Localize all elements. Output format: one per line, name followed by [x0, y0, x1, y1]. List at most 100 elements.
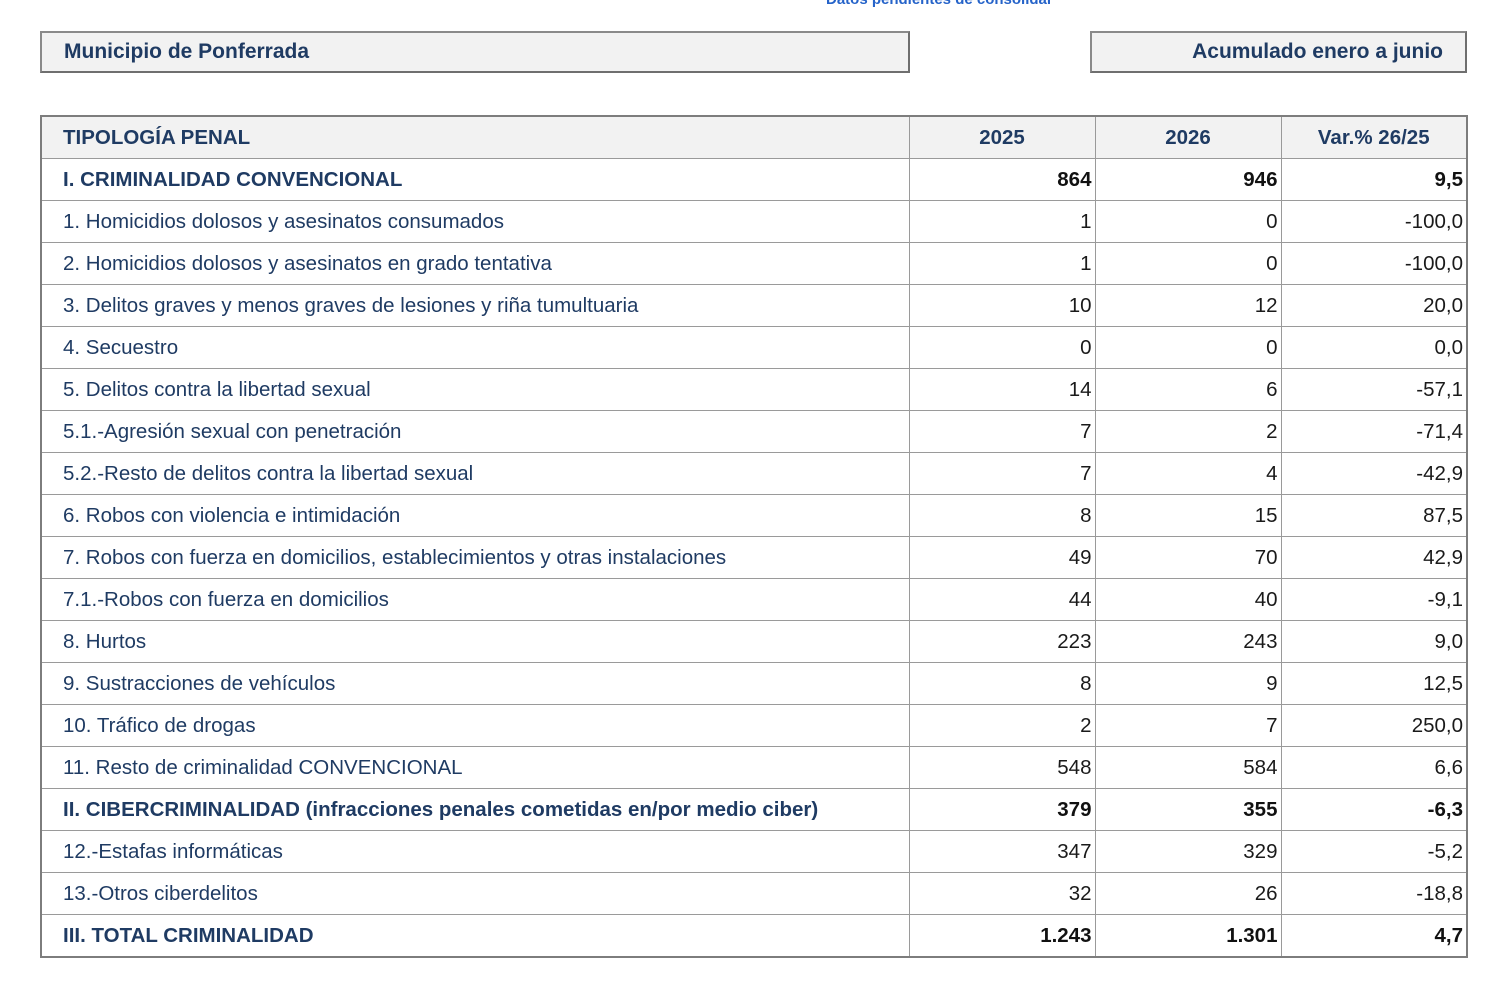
row-label: II. CIBERCRIMINALIDAD (infracciones pena…	[40, 788, 910, 831]
variation-value: -100,0	[1280, 242, 1468, 285]
header-row: TIPOLOGÍA PENAL 2025 2026 Var.% 26/25	[40, 115, 1468, 159]
variation-value: 9,5	[1280, 158, 1468, 201]
table-row: 11. Resto de criminalidad CONVENCIONAL 54…	[40, 746, 1468, 789]
period-title: Acumulado enero a junio	[1090, 31, 1467, 73]
row-label: 13.-Otros ciberdelitos	[40, 872, 910, 915]
table-row: 3. Delitos graves y menos graves de lesi…	[40, 284, 1468, 327]
row-label: 1. Homicidios dolosos y asesinatos consu…	[40, 200, 910, 243]
column-header-2025: 2025	[908, 115, 1096, 159]
value-2026: 26	[1094, 872, 1282, 915]
column-header-variation: Var.% 26/25	[1280, 115, 1468, 159]
row-label: III. TOTAL CRIMINALIDAD	[40, 914, 910, 958]
value-2026: 9	[1094, 662, 1282, 705]
table-row: 7. Robos con fuerza en domicilios, estab…	[40, 536, 1468, 579]
column-header-tipologia: TIPOLOGÍA PENAL	[40, 115, 910, 159]
value-2025: 8	[908, 662, 1096, 705]
row-label: 12.-Estafas informáticas	[40, 830, 910, 873]
table-row: III. TOTAL CRIMINALIDAD 1.243 1.301 4,7	[40, 914, 1468, 958]
value-2025: 223	[908, 620, 1096, 663]
value-2026: 0	[1094, 200, 1282, 243]
pending-data-note: Datos pendientes de consolidar	[826, 0, 1053, 8]
row-label: 7. Robos con fuerza en domicilios, estab…	[40, 536, 910, 579]
value-2026: 70	[1094, 536, 1282, 579]
table-row: 6. Robos con violencia e intimidación 8 15…	[40, 494, 1468, 537]
row-label: 7.1.-Robos con fuerza en domicilios	[40, 578, 910, 621]
variation-value: -57,1	[1280, 368, 1468, 411]
table-row: 12.-Estafas informáticas 347 329 -5,2	[40, 830, 1468, 873]
value-2025: 14	[908, 368, 1096, 411]
value-2026: 1.301	[1094, 914, 1282, 958]
variation-value: 250,0	[1280, 704, 1468, 747]
value-2025: 1.243	[908, 914, 1096, 958]
table-row: II. CIBERCRIMINALIDAD (infracciones pena…	[40, 788, 1468, 831]
table-row: 10. Tráfico de drogas 2 7 250,0	[40, 704, 1468, 747]
row-label: 5.2.-Resto de delitos contra la libertad…	[40, 452, 910, 495]
variation-value: -6,3	[1280, 788, 1468, 831]
value-2025: 548	[908, 746, 1096, 789]
variation-value: -42,9	[1280, 452, 1468, 495]
value-2025: 7	[908, 410, 1096, 453]
row-label: I. CRIMINALIDAD CONVENCIONAL	[40, 158, 910, 201]
variation-value: -100,0	[1280, 200, 1468, 243]
value-2025: 1	[908, 200, 1096, 243]
value-2026: 15	[1094, 494, 1282, 537]
row-label: 9. Sustracciones de vehículos	[40, 662, 910, 705]
variation-value: 4,7	[1280, 914, 1468, 958]
table-row: 2. Homicidios dolosos y asesinatos en gr…	[40, 242, 1468, 285]
value-2025: 8	[908, 494, 1096, 537]
value-2026: 40	[1094, 578, 1282, 621]
value-2026: 12	[1094, 284, 1282, 327]
row-label: 4. Secuestro	[40, 326, 910, 369]
table-body: I. CRIMINALIDAD CONVENCIONAL 864 946 9,5 1. …	[40, 158, 1468, 958]
variation-value: -5,2	[1280, 830, 1468, 873]
value-2025: 0	[908, 326, 1096, 369]
value-2026: 0	[1094, 242, 1282, 285]
value-2026: 584	[1094, 746, 1282, 789]
variation-value: 9,0	[1280, 620, 1468, 663]
value-2026: 7	[1094, 704, 1282, 747]
table-row: 9. Sustracciones de vehículos 8 9 12,5	[40, 662, 1468, 705]
value-2025: 347	[908, 830, 1096, 873]
value-2026: 2	[1094, 410, 1282, 453]
value-2026: 946	[1094, 158, 1282, 201]
variation-value: 87,5	[1280, 494, 1468, 537]
variation-value: 6,6	[1280, 746, 1468, 789]
table-row: 7.1.-Robos con fuerza en domicilios 44 40-…	[40, 578, 1468, 621]
column-header-2026: 2026	[1094, 115, 1282, 159]
row-label: 11. Resto de criminalidad CONVENCIONAL	[40, 746, 910, 789]
row-label: 8. Hurtos	[40, 620, 910, 663]
row-label: 5. Delitos contra la libertad sexual	[40, 368, 910, 411]
table-row: 5.2.-Resto de delitos contra la libertad…	[40, 452, 1468, 495]
row-label: 10. Tráfico de drogas	[40, 704, 910, 747]
variation-value: -9,1	[1280, 578, 1468, 621]
table-header: TIPOLOGÍA PENAL 2025 2026 Var.% 26/25	[40, 115, 1468, 159]
table-row: 5. Delitos contra la libertad sexual 14 6-…	[40, 368, 1468, 411]
value-2025: 7	[908, 452, 1096, 495]
value-2026: 243	[1094, 620, 1282, 663]
variation-value: -18,8	[1280, 872, 1468, 915]
value-2025: 32	[908, 872, 1096, 915]
value-2026: 4	[1094, 452, 1282, 495]
value-2025: 10	[908, 284, 1096, 327]
value-2025: 44	[908, 578, 1096, 621]
table-row: 13.-Otros ciberdelitos 32 26 -18,8	[40, 872, 1468, 915]
table-row: 4. Secuestro 0 0 0,0	[40, 326, 1468, 369]
value-2026: 6	[1094, 368, 1282, 411]
variation-value: 20,0	[1280, 284, 1468, 327]
value-2025: 49	[908, 536, 1096, 579]
value-2025: 2	[908, 704, 1096, 747]
table-row: I. CRIMINALIDAD CONVENCIONAL 864 946 9,5	[40, 158, 1468, 201]
table-row: 8. Hurtos 223 243 9,0	[40, 620, 1468, 663]
municipality-title: Municipio de Ponferrada	[40, 31, 910, 73]
variation-value: -71,4	[1280, 410, 1468, 453]
value-2026: 355	[1094, 788, 1282, 831]
row-label: 5.1.-Agresión sexual con penetración	[40, 410, 910, 453]
row-label: 6. Robos con violencia e intimidación	[40, 494, 910, 537]
value-2025: 1	[908, 242, 1096, 285]
variation-value: 42,9	[1280, 536, 1468, 579]
row-label: 2. Homicidios dolosos y asesinatos en gr…	[40, 242, 910, 285]
crime-statistics-table: TIPOLOGÍA PENAL 2025 2026 Var.% 26/25 I.…	[40, 115, 1468, 958]
row-label: 3. Delitos graves y menos graves de lesi…	[40, 284, 910, 327]
table-row: 1. Homicidios dolosos y asesinatos consu…	[40, 200, 1468, 243]
variation-value: 12,5	[1280, 662, 1468, 705]
